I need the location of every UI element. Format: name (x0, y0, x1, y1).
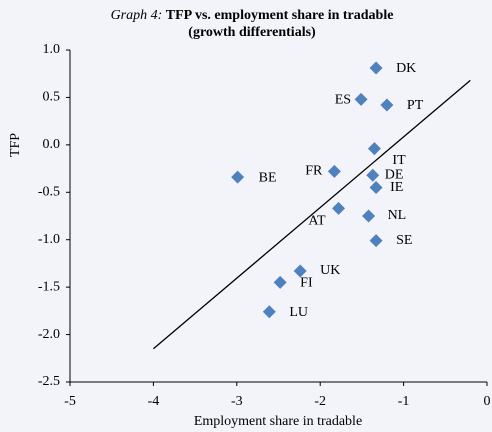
point-label: PT (407, 98, 424, 113)
point-label: NL (388, 208, 407, 223)
point (327, 164, 341, 178)
x-tick-label: -3 (231, 394, 243, 409)
point-label: ES (335, 93, 351, 108)
point (231, 170, 245, 184)
point (367, 142, 381, 156)
y-tick-label: -2.5 (38, 374, 60, 389)
y-tick-label: 0.5 (43, 90, 61, 105)
point-label: BE (259, 170, 277, 185)
point (369, 181, 383, 195)
title-label: Graph 4: (111, 8, 163, 23)
point (366, 168, 380, 182)
point (273, 275, 287, 289)
x-tick-label: -2 (314, 394, 326, 409)
y-tick-label: -2.0 (38, 327, 60, 342)
point (369, 234, 383, 248)
y-tick-label: 1.0 (43, 42, 61, 57)
point-label: DE (385, 167, 404, 182)
point-label: IT (392, 153, 406, 168)
chart-subtitle: (growth differentials) (188, 25, 316, 40)
x-tick-label: -1 (398, 394, 410, 409)
chart-title: Graph 4: TFP vs. employment share in tra… (111, 8, 394, 23)
x-tick-label: -4 (148, 394, 160, 409)
trend-line (152, 79, 471, 350)
point (369, 61, 383, 75)
x-axis-label: Employment share in tradable (194, 414, 362, 429)
y-tick-label: -1.5 (38, 279, 60, 294)
point (262, 305, 276, 319)
point-label: IE (390, 180, 403, 195)
point (362, 209, 376, 223)
point-label: FI (300, 276, 313, 291)
y-axis-label: TFP (8, 133, 23, 157)
title-text: TFP vs. employment share in tradable (166, 8, 394, 23)
point-label: FR (305, 164, 323, 179)
point (293, 264, 307, 278)
point-label: DK (396, 61, 416, 76)
point (380, 98, 394, 112)
x-tick-label: -5 (64, 394, 76, 409)
point-label: UK (320, 263, 340, 278)
y-tick-label: -1.0 (38, 232, 60, 247)
point-label: SE (396, 233, 412, 248)
point (354, 92, 368, 106)
point-label: AT (308, 214, 326, 229)
y-tick-label: -0.5 (38, 185, 60, 200)
x-tick-label: 0 (484, 394, 491, 409)
point-label: LU (289, 305, 308, 320)
point (332, 201, 346, 215)
y-tick-label: 0.0 (43, 137, 61, 152)
